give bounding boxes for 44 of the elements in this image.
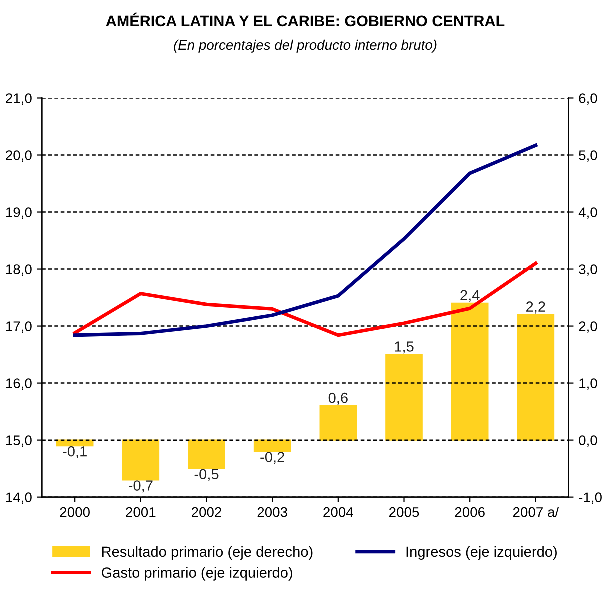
y-tick-label: 15,0 bbox=[6, 436, 32, 448]
x-tick-label: 2001 bbox=[126, 507, 156, 518]
x-tick-label: 2004 bbox=[324, 507, 354, 518]
y2-tick-label: 5,0 bbox=[579, 150, 598, 162]
x-tick-label: 2002 bbox=[192, 507, 222, 518]
data-label: 0,6 bbox=[328, 392, 348, 405]
data-label: -0,2 bbox=[260, 452, 284, 464]
x-tick-label: 2000 bbox=[60, 507, 90, 518]
y-tick-label: 21,0 bbox=[6, 94, 32, 106]
chart-title: AMÉRICA LATINA Y EL CARIBE: GOBIERNO CENTRAL bbox=[106, 12, 505, 27]
x-tick-label: 2006 bbox=[455, 507, 485, 518]
y2-tick-label: 0,0 bbox=[579, 436, 598, 448]
bar bbox=[386, 354, 423, 441]
bar bbox=[320, 406, 358, 441]
bar bbox=[254, 440, 292, 452]
y-tick-label: 16,0 bbox=[6, 378, 32, 390]
data-label: -0,1 bbox=[63, 446, 87, 458]
bar bbox=[517, 314, 555, 441]
data-label: 2,4 bbox=[460, 290, 480, 302]
y2-tick-label: 4,0 bbox=[578, 208, 598, 220]
data-label: -0,7 bbox=[128, 480, 153, 493]
chart-subtitle: (En porcentajes del producto interno bruto) bbox=[174, 40, 437, 53]
legend-label: Resultado primario (eje derecho) bbox=[102, 546, 313, 560]
data-label: 2,2 bbox=[526, 302, 546, 314]
y-tick-label: 14,0 bbox=[6, 492, 32, 504]
bar bbox=[451, 302, 489, 441]
x-tick-label: 2005 bbox=[390, 507, 420, 518]
y-tick-label: 18,0 bbox=[6, 264, 32, 276]
y-tick-label: 19,0 bbox=[6, 208, 32, 220]
x-tick-label: 2003 bbox=[258, 507, 288, 518]
y2-tick-label: 2,0 bbox=[579, 322, 598, 334]
y2-tick-label: 1,0 bbox=[580, 378, 598, 390]
y2-tick-label: -1,0 bbox=[579, 492, 602, 504]
data-label: -0,5 bbox=[194, 469, 219, 482]
x-tick-label: 2007 a/ bbox=[513, 507, 560, 518]
y-tick-label: 17,0 bbox=[6, 322, 32, 334]
data-label: 1,5 bbox=[395, 342, 414, 354]
bar bbox=[188, 440, 226, 470]
bar bbox=[122, 440, 160, 481]
y2-tick-label: 6,0 bbox=[579, 94, 598, 106]
legend-label: Gasto primario (eje izquierdo) bbox=[102, 567, 292, 581]
legend-label: Ingresos (eje izquierdo) bbox=[406, 546, 557, 560]
y-tick-label: 20,0 bbox=[6, 150, 32, 162]
y2-tick-label: 3,0 bbox=[579, 264, 598, 276]
